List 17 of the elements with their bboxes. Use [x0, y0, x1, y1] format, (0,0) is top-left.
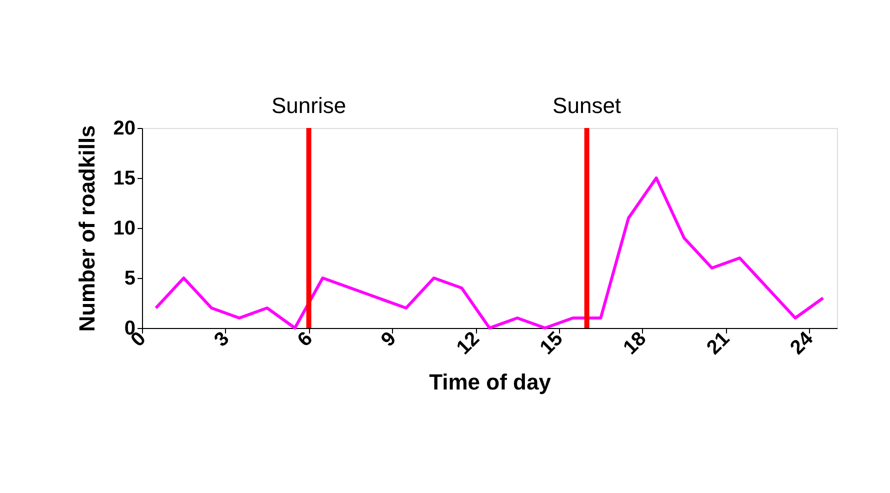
x-tick-label: 21 [702, 328, 734, 360]
line-series [154, 176, 825, 330]
y-axis-title: Number of roadkills [74, 125, 100, 332]
y-tick-label: 20 [113, 118, 136, 140]
ref-line-label: Sunrise [272, 93, 346, 118]
x-tick-label: 3 [210, 328, 234, 352]
x-tick-label: 24 [786, 327, 818, 360]
ref-line-label: Sunset [552, 93, 622, 118]
y-tick-label: 5 [124, 268, 136, 290]
x-tick-label: 6 [294, 328, 318, 352]
x-tick-label: 18 [619, 328, 651, 360]
x-axis-title: Time of day [429, 369, 552, 394]
y-tick-label: 10 [113, 218, 136, 240]
y-tick-label: 15 [113, 168, 136, 190]
x-tick-label: 9 [377, 328, 400, 352]
x-tick-label: 12 [452, 328, 484, 360]
x-tick-label: 15 [536, 328, 568, 360]
